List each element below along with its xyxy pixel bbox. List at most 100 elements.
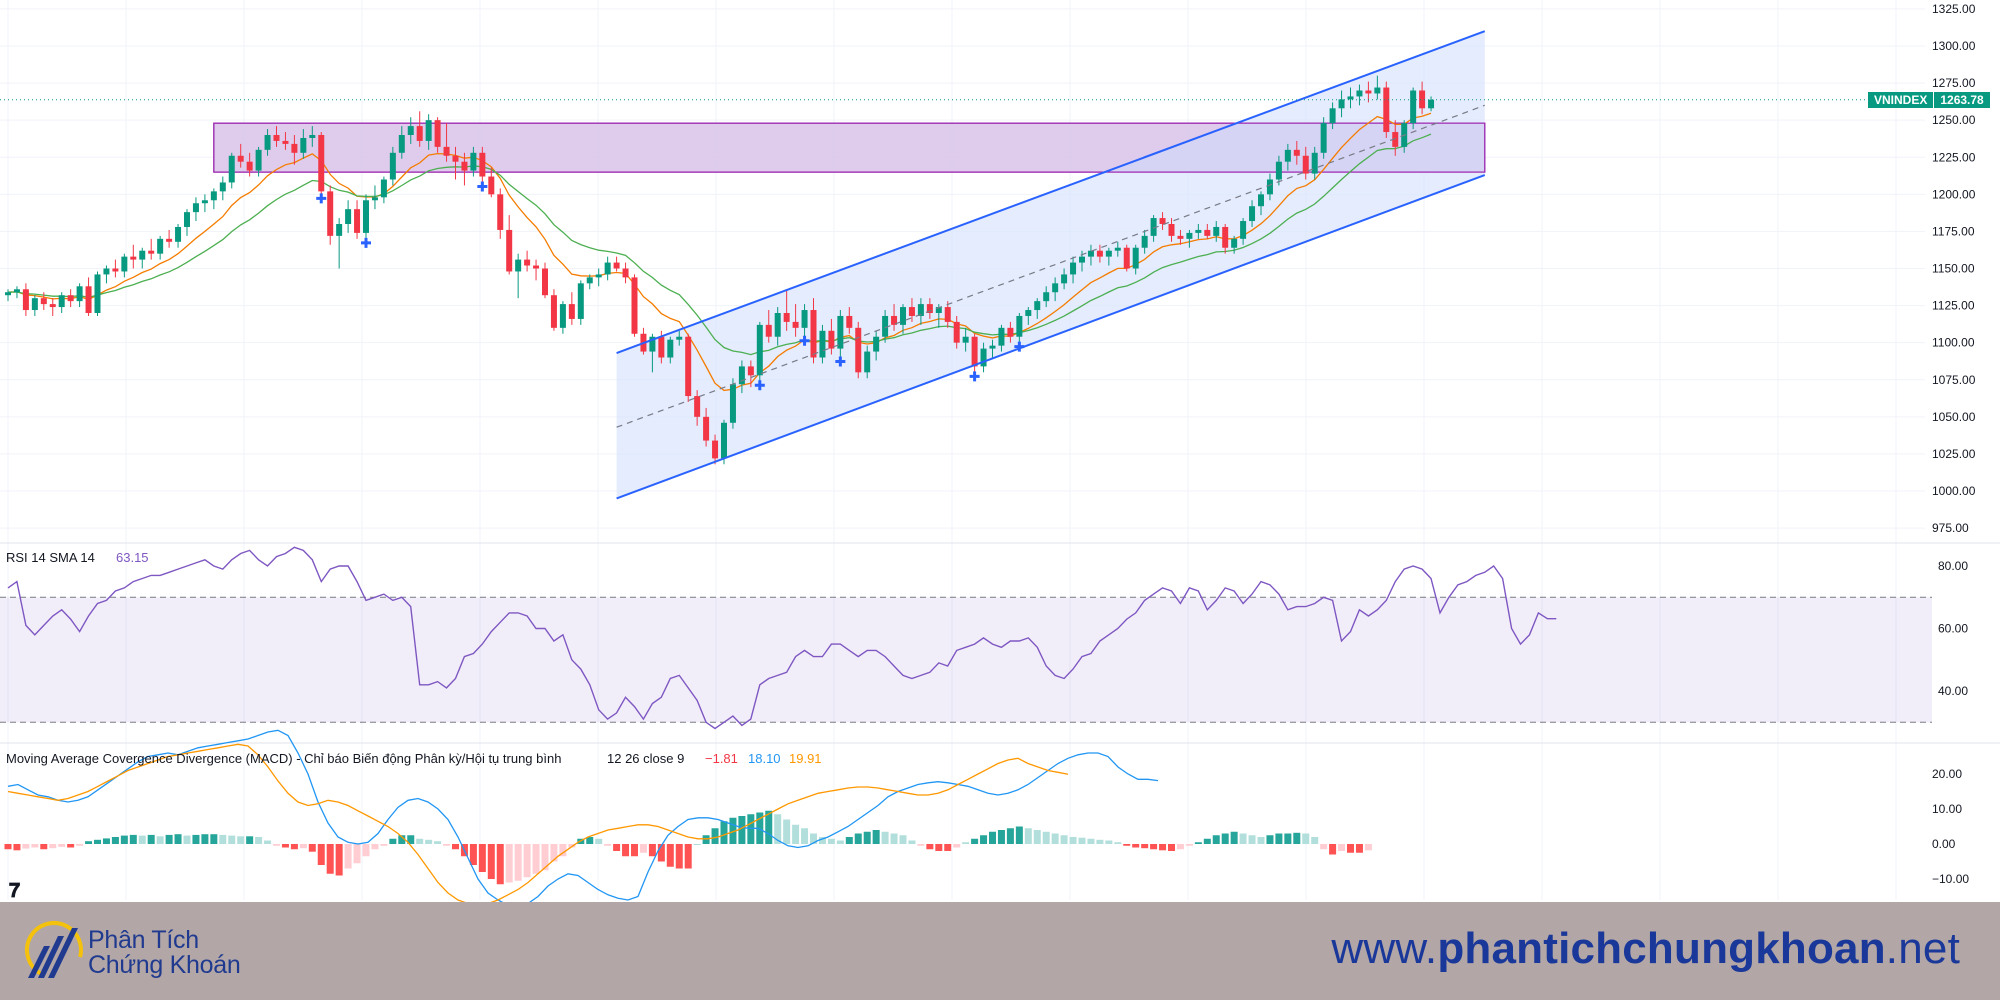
macd-histogram-bar <box>980 835 988 844</box>
macd-histogram-bar <box>783 819 791 844</box>
macd-histogram-bar <box>1311 837 1319 844</box>
candle-body <box>1240 221 1247 239</box>
candle-body <box>1096 250 1103 257</box>
candle-up <box>515 253 522 299</box>
macd-histogram-bar <box>926 844 934 850</box>
tradingview-logo-icon[interactable]: 𝟕 <box>9 880 21 902</box>
candle-body <box>1079 256 1085 263</box>
drawing-front-layer <box>0 30 1868 500</box>
candle-down <box>1293 140 1300 165</box>
candle-body <box>846 315 853 328</box>
macd-histogram-bar <box>989 831 996 844</box>
price-axis-label: 1125.00 <box>1932 299 1975 313</box>
candle-up <box>1240 218 1247 245</box>
macd-histogram-bar <box>702 835 710 844</box>
candle-down <box>148 238 155 260</box>
chart-canvas[interactable]: 1325.00 1300.00 1275.00 1250.00 1225.00 1200.… <box>0 0 2000 908</box>
macd-histogram-bar <box>836 840 844 844</box>
price-axis-label: 1175.00 <box>1932 224 1975 238</box>
candle-up <box>604 256 611 281</box>
candle-body <box>273 135 280 141</box>
candle-body <box>85 286 92 313</box>
macd-histogram-bar <box>693 844 701 845</box>
macd-histogram-bar <box>595 838 603 844</box>
macd-histogram-bar <box>487 844 495 879</box>
candle-up <box>819 324 826 364</box>
buy-signal-marker <box>361 237 371 248</box>
macd-histogram-bar <box>290 844 298 850</box>
candle-up <box>1186 229 1193 248</box>
macd-histogram-bar <box>469 844 477 865</box>
candle-body <box>264 135 271 150</box>
macd-histogram-bar <box>1221 833 1229 844</box>
buy-signal-marker <box>969 371 980 382</box>
macd-histogram-bar <box>1302 833 1310 844</box>
candle-body <box>371 197 378 201</box>
website-url[interactable]: www.phantichchungkhoan.net <box>1331 924 1960 974</box>
brand-logo[interactable]: Phân Tích Chứng Khoán <box>20 916 320 988</box>
candle-body <box>31 298 38 311</box>
candle-body <box>559 304 566 328</box>
candle-body <box>121 256 128 272</box>
candle-up <box>577 280 584 325</box>
macd-histogram-bar <box>353 844 361 864</box>
macd-histogram-bar <box>434 841 442 844</box>
macd-histogram-bar <box>496 844 504 885</box>
candle-down <box>497 188 504 239</box>
candle-body <box>1392 132 1399 147</box>
channel-lower-line <box>616 174 1486 500</box>
candle-down <box>1204 224 1211 239</box>
candle-down <box>1168 218 1175 242</box>
macd-histogram-bar <box>1320 844 1328 850</box>
macd-histogram-bar <box>407 835 415 844</box>
macd-histogram-bar <box>192 834 200 844</box>
candle-body <box>595 274 602 278</box>
candle-body <box>649 336 656 352</box>
candle-up <box>998 324 1005 352</box>
candle-body <box>461 161 468 171</box>
candle-up <box>345 200 352 233</box>
macd-histogram-bar <box>1168 844 1175 851</box>
candle-up <box>219 176 226 201</box>
macd-histogram-bar <box>344 844 352 869</box>
macd-histogram-bar <box>1123 844 1131 846</box>
candle-body <box>255 149 262 171</box>
macd-histogram-bar <box>720 821 728 844</box>
candle-up <box>31 295 38 316</box>
candle-up <box>774 307 781 346</box>
buy-signal-marker <box>754 380 765 391</box>
macd-params: 12 26 close 9 <box>607 751 684 766</box>
candle-up <box>184 209 190 236</box>
macd-histogram-bar <box>899 835 907 844</box>
candle-body <box>998 327 1005 346</box>
candle-up <box>721 419 727 465</box>
candle-body <box>237 155 244 162</box>
candle-body <box>694 396 701 417</box>
candle-body <box>416 126 423 141</box>
candle-down <box>85 277 92 316</box>
candle-down <box>1177 229 1184 245</box>
price-axis[interactable]: 1325.00 1300.00 1275.00 1250.00 1225.00 1200.… <box>1932 2 1976 886</box>
candle-up <box>989 339 996 358</box>
macd-histogram-bar <box>559 844 567 857</box>
chart-area[interactable]: 1325.00 1300.00 1275.00 1250.00 1225.00 1200.… <box>0 0 2000 908</box>
macd-histogram-bar <box>639 844 647 853</box>
candle-body <box>613 262 620 269</box>
candle-down <box>953 315 960 349</box>
candle-up <box>336 218 343 269</box>
macd-histogram-bar <box>586 837 594 844</box>
candle-down <box>1302 146 1309 180</box>
rsi-band <box>0 597 1932 723</box>
candle-body <box>309 135 316 138</box>
candle-up <box>255 146 262 177</box>
macd-histogram-bar <box>389 838 397 844</box>
candle-body <box>354 209 361 233</box>
macd-histogram-bar <box>67 844 75 848</box>
macd-histogram-bar <box>1176 844 1184 850</box>
macd-histogram-bar <box>58 844 66 847</box>
candle-body <box>76 286 83 302</box>
candle-down <box>318 132 325 195</box>
macd-histogram-bar <box>550 844 558 862</box>
candle-body <box>1150 218 1157 236</box>
macd-axis-label: 0.00 <box>1932 837 1956 851</box>
